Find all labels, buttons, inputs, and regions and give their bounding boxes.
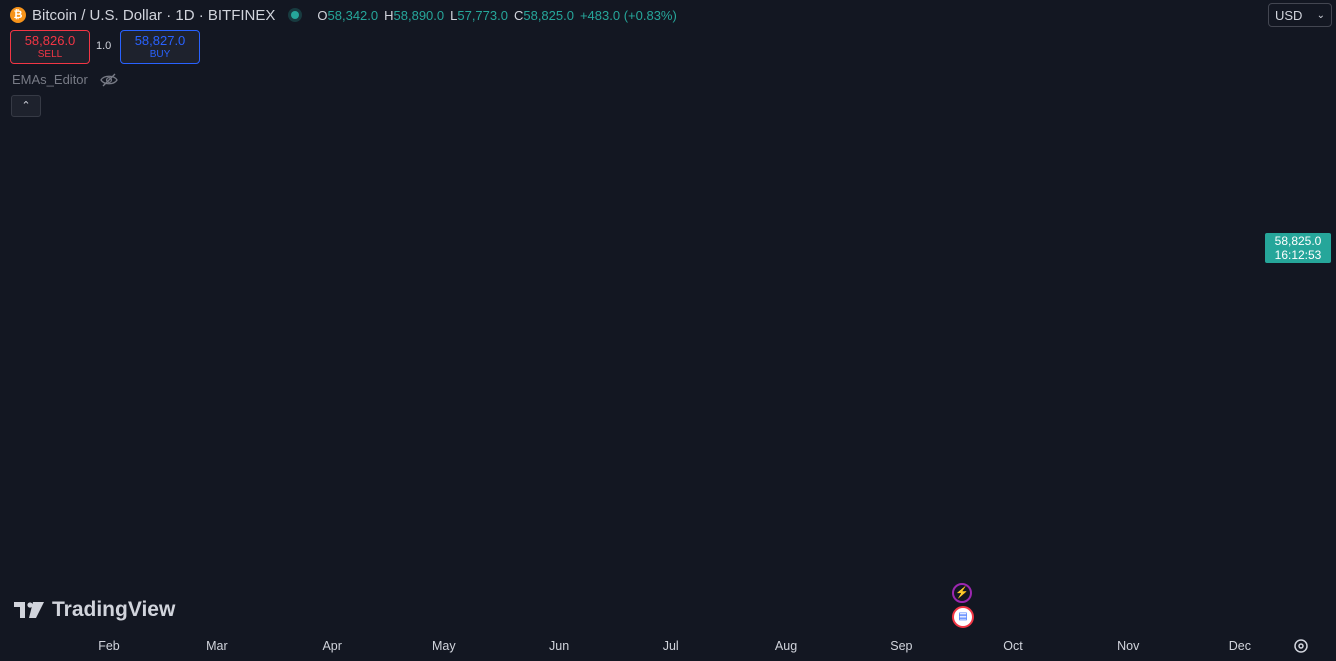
x-tick-label: Jun: [549, 639, 569, 653]
low-value: 57,773.0: [457, 7, 508, 23]
high-label: H: [384, 7, 394, 23]
last-price-tag: 58,825.0 16:12:53: [1265, 233, 1331, 263]
indicator-legend[interactable]: EMAs_Editor: [12, 72, 118, 87]
symbol-title[interactable]: Bitcoin / U.S. Dollar · 1D · BITFINEX: [32, 6, 276, 24]
symbol-header: ₿ Bitcoin / U.S. Dollar · 1D · BITFINEX …: [10, 6, 683, 24]
chevron-down-icon: ⌄: [1316, 10, 1325, 21]
buy-label: BUY: [149, 49, 171, 60]
logo-text: TradingView: [52, 598, 176, 621]
collapse-legend-button[interactable]: ⌃: [11, 95, 41, 117]
us-flag-event-icon[interactable]: ▤: [952, 606, 974, 628]
x-tick-label: Aug: [775, 639, 797, 653]
x-tick-label: Dec: [1229, 639, 1251, 653]
bar-countdown: 16:12:53: [1274, 248, 1322, 262]
currency-select[interactable]: USD ⌄: [1268, 3, 1332, 27]
eye-off-icon[interactable]: [100, 73, 118, 87]
sell-label: SELL: [37, 49, 63, 60]
change-value: +483.0 (+0.83%): [579, 7, 677, 23]
high-value: 58,890.0: [393, 7, 445, 23]
tradingview-logo[interactable]: TradingView: [14, 598, 175, 622]
indicator-name[interactable]: EMAs_Editor: [12, 72, 88, 87]
tradingview-logo-icon: [14, 602, 44, 618]
x-tick-label: Apr: [322, 639, 341, 653]
x-tick-label: May: [432, 639, 456, 653]
ohlc-readout: O58,342.0 H58,890.0 L57,773.0 C58,825.0 +483…: [317, 8, 682, 23]
buy-price: 58,827.0: [134, 33, 186, 48]
x-tick-label: Mar: [206, 639, 228, 653]
x-tick-label: Nov: [1117, 639, 1140, 653]
x-tick-label: Jul: [663, 639, 679, 653]
last-price: 58,825.0: [1274, 234, 1322, 248]
bitcoin-icon: ₿: [10, 7, 26, 23]
x-tick-label: Sep: [890, 639, 912, 653]
close-value: 58,825.0: [523, 7, 574, 23]
currency-value: USD: [1275, 8, 1303, 23]
low-label: L: [450, 7, 458, 23]
sell-price: 58,826.0: [24, 33, 76, 48]
open-label: O: [317, 7, 328, 23]
close-label: C: [513, 7, 524, 23]
spread-value: 1.0: [96, 40, 112, 52]
x-tick-label: Feb: [98, 639, 120, 653]
sell-button[interactable]: 58,826.0 SELL: [10, 30, 90, 64]
buy-button[interactable]: 58,827.0 BUY: [120, 30, 200, 64]
x-tick-label: Oct: [1003, 639, 1023, 653]
market-open-icon: [291, 11, 300, 19]
event-marker-icon[interactable]: ⚡: [952, 583, 972, 603]
settings-gear-icon[interactable]: [1291, 636, 1311, 656]
open-value: 58,342.0: [327, 7, 379, 23]
